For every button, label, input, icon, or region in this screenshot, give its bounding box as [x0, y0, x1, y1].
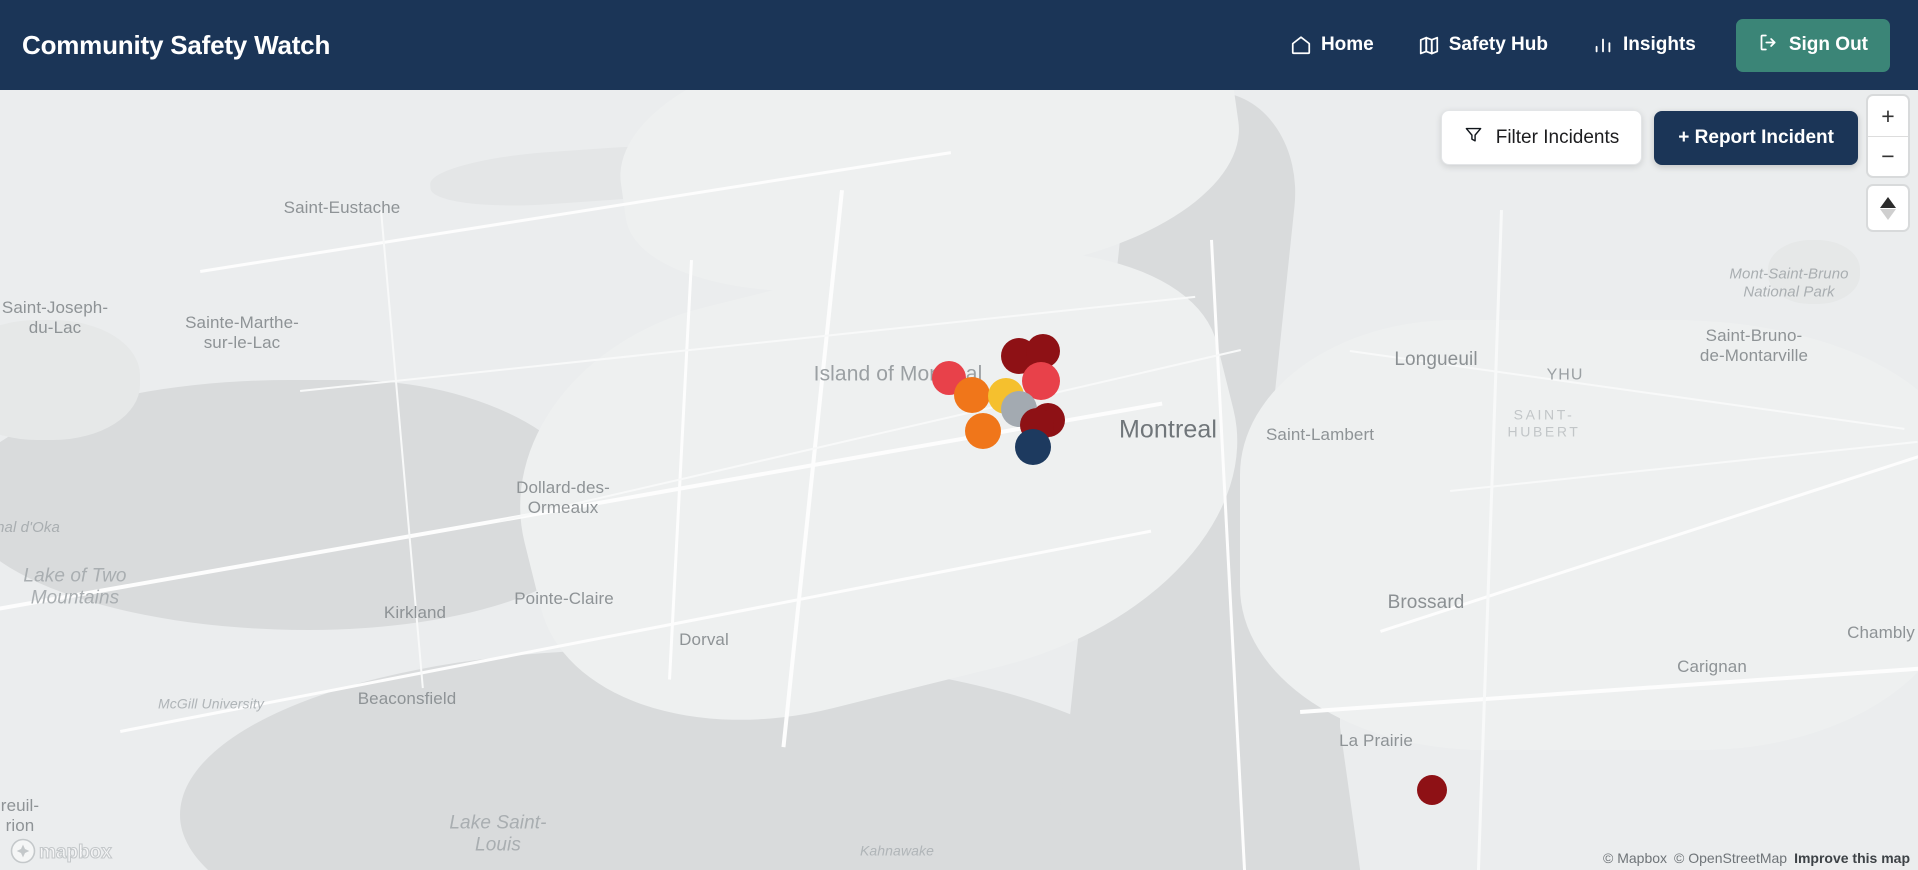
- map-zoom-controls: + −: [1868, 96, 1908, 176]
- sign-out-label: Sign Out: [1788, 34, 1868, 55]
- svg-text:mapbox: mapbox: [39, 842, 112, 863]
- incident-marker-critical[interactable]: [1417, 775, 1447, 805]
- mapbox-logo[interactable]: mapbox: [10, 838, 118, 864]
- filter-incidents-label: Filter Incidents: [1495, 126, 1620, 148]
- logout-icon: [1758, 32, 1779, 59]
- report-incident-button[interactable]: + Report Incident: [1654, 110, 1858, 165]
- nav-item-insights[interactable]: Insights: [1570, 24, 1718, 66]
- park-mont-saint-bruno: [1768, 240, 1860, 304]
- incident-marker-elevated[interactable]: [965, 413, 1001, 449]
- zoom-out-button[interactable]: −: [1868, 136, 1908, 176]
- nav-label-home: Home: [1320, 34, 1374, 55]
- incident-map[interactable]: Saint-Eustache Saint-Joseph- du-Lac Sainte…: [0, 90, 1918, 870]
- nav-item-safety-hub[interactable]: Safety Hub: [1396, 24, 1570, 66]
- filter-incidents-button[interactable]: Filter Incidents: [1440, 110, 1643, 165]
- funnel-icon: [1464, 125, 1483, 150]
- nav-label-insights: Insights: [1623, 34, 1696, 55]
- map-place-label: Sainte-Marthe- sur-le-Lac: [185, 312, 299, 352]
- app-header: Community Safety Watch Home Safety Hub: [0, 0, 1918, 90]
- home-icon: [1290, 34, 1312, 56]
- map-canvas: Saint-Eustache Saint-Joseph- du-Lac Sainte…: [0, 90, 1918, 870]
- map-action-bar: Filter Incidents + Report Incident: [1440, 110, 1858, 165]
- attribution-openstreetmap[interactable]: © OpenStreetMap: [1674, 850, 1788, 866]
- zoom-in-button[interactable]: +: [1881, 102, 1895, 129]
- map-place-label: reuil- rion: [0, 795, 40, 835]
- attribution-mapbox[interactable]: © Mapbox: [1603, 850, 1668, 866]
- page-title: Community Safety Watch: [22, 29, 331, 60]
- nav-label-safety-hub: Safety Hub: [1448, 34, 1548, 55]
- incident-marker-elevated[interactable]: [954, 377, 990, 413]
- map-icon: [1418, 34, 1440, 56]
- map-place-label: Saint-Eustache: [283, 197, 401, 217]
- improve-this-map-link[interactable]: Improve this map: [1794, 850, 1910, 866]
- urban-south-shore: [1240, 320, 1918, 750]
- bar-chart-icon: [1592, 34, 1614, 56]
- nav-item-home[interactable]: Home: [1268, 24, 1396, 66]
- sign-out-button[interactable]: Sign Out: [1735, 18, 1890, 72]
- compass-north-icon: [1880, 196, 1896, 208]
- park-parc-national-doka: [0, 320, 140, 440]
- map-attribution: © Mapbox © OpenStreetMap Improve this ma…: [1603, 850, 1910, 866]
- incident-marker-resolved[interactable]: [1015, 429, 1051, 465]
- compass-south-icon: [1880, 208, 1896, 220]
- main-nav: Home Safety Hub Insights: [1268, 18, 1890, 72]
- map-compass-button[interactable]: [1868, 186, 1908, 230]
